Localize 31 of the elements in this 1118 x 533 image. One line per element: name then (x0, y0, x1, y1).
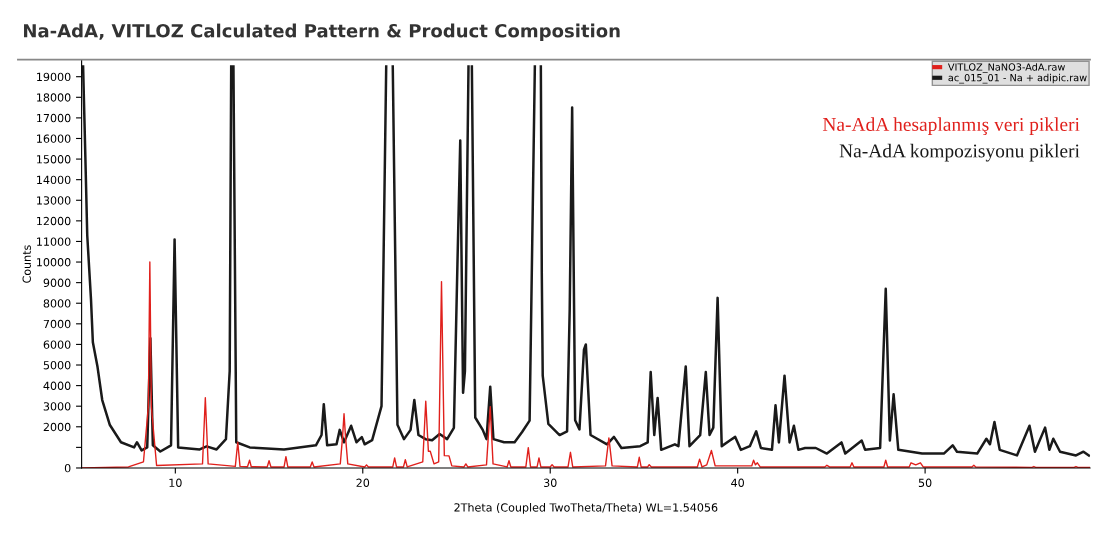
y-tick-label: 4000 (43, 381, 71, 390)
y-tick-label: 14000 (37, 175, 71, 185)
x-tick-label: 20 (356, 478, 370, 487)
y-tick-label: 2000 (43, 422, 71, 432)
y-tick-label: 16000 (37, 134, 71, 143)
y-tick-label: 7000 (43, 319, 71, 329)
legend-label: VITLOZ_NaNO3-AdA.raw (947, 63, 1065, 73)
y-tick-label: 19000 (37, 72, 71, 82)
y-tick-label: 8000 (43, 299, 71, 308)
y-tick-label: 5000 (43, 360, 71, 370)
x-tick-label: 10 (169, 478, 182, 487)
annotation: Na-AdA hesaplanmış veri pikleri (822, 117, 1080, 135)
y-tick-label: 18000 (37, 93, 71, 102)
annotation: Na-AdA kompozisyonu pikleri (839, 143, 1080, 162)
y-tick-label: 9000 (43, 278, 71, 288)
y-tick-label: 12000 (37, 216, 71, 226)
x-axis-title: 2Theta (Coupled TwoTheta/Theta) WL=1.54056 (454, 503, 718, 514)
x-tick-label: 50 (918, 478, 932, 487)
y-tick-label: 3000 (43, 402, 71, 411)
chart-title: Na-AdA, VITLOZ Calculated Pattern & Product Composition (24, 23, 620, 42)
y-axis-title: Counts (22, 245, 31, 283)
y-tick-label: 13000 (37, 196, 71, 205)
y-tick-label: 11000 (37, 237, 71, 246)
x-tick-label: 30 (544, 478, 557, 487)
y-tick-label: 6000 (43, 340, 71, 349)
y-tick-label: 17000 (37, 113, 71, 123)
y-tick-label: 0 (64, 463, 71, 473)
y-tick-label: 10000 (37, 258, 71, 267)
legend-label: ac_015_01 - Na + adipic.raw (948, 73, 1087, 84)
x-tick-label: 40 (731, 478, 744, 487)
y-tick-label: 15000 (37, 155, 71, 164)
